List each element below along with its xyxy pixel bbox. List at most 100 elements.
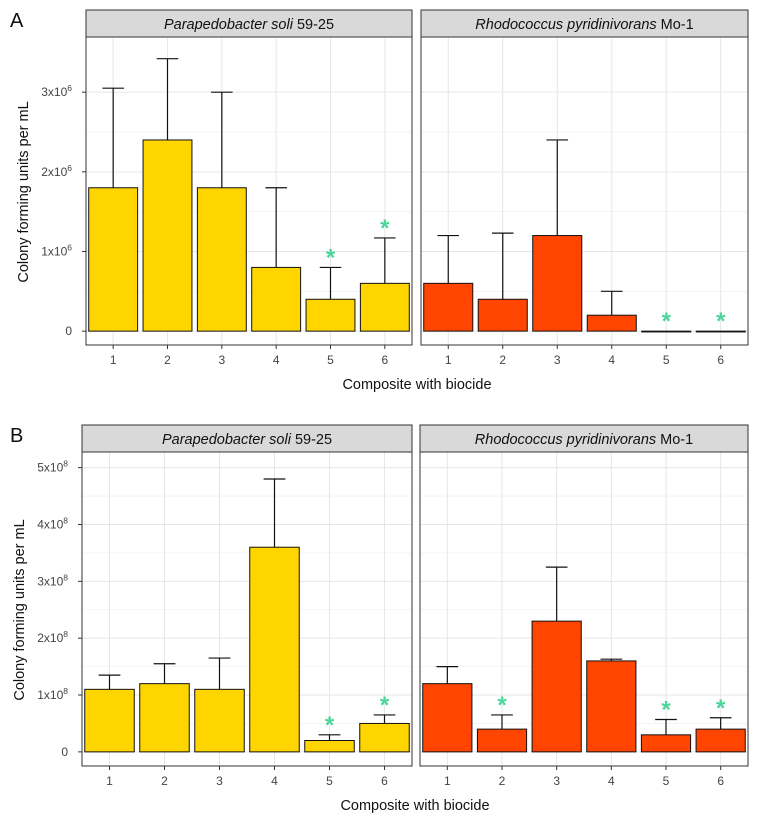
y-tick-label: 1x106	[41, 242, 72, 258]
bar-rhodococcus	[695, 728, 746, 753]
facet-strain: Mo-1	[661, 17, 694, 33]
x-tick-label: 1	[110, 353, 117, 367]
bar-parapedobacter	[305, 298, 356, 332]
y-tick-label: 3x108	[37, 572, 68, 588]
y-tick-base: 1x10	[41, 244, 67, 258]
significance-star: *	[716, 695, 726, 722]
y-tick-base: 0	[65, 324, 72, 338]
x-tick-label: 6	[381, 353, 388, 367]
facet-plot-area	[81, 451, 413, 767]
facet-plot-area	[420, 36, 749, 346]
facet-rhodococcus: Rhodococcus pyridinivorans Mo-1 1 * 2 3 4 * 5 * 6	[419, 424, 749, 788]
bar-parapedobacter	[88, 187, 139, 332]
facet-strip	[85, 9, 413, 38]
significance-star: *	[661, 696, 671, 723]
x-tick-label: 5	[327, 353, 334, 367]
bar-rhodococcus	[641, 330, 692, 333]
y-axis-title: Colony forming units per mL	[16, 101, 32, 282]
y-tick-base: 1x10	[37, 688, 63, 702]
facet-rhodococcus: Rhodococcus pyridinivorans Mo-1 1 2 3 4 * 5 * 6	[420, 9, 749, 367]
bar-rhodococcus	[477, 298, 528, 332]
y-tick-base: 2x10	[41, 165, 67, 179]
y-tick-label: 0	[61, 745, 68, 759]
significance-star: *	[716, 308, 726, 335]
facet-strain: 59-25	[297, 17, 334, 33]
bar-parapedobacter	[359, 722, 410, 753]
y-tick-label: 3x106	[41, 83, 72, 99]
significance-star: *	[662, 308, 672, 335]
significance-star: *	[325, 712, 335, 739]
x-tick-label: 2	[161, 774, 168, 788]
facet-parapedobacter: Parapedobacter soli 59-25 1 2 3 4 * 5 * 6	[85, 9, 413, 367]
chart-panel-A: A Colony forming units per mL Composite wi…	[10, 9, 749, 393]
significance-star: *	[380, 692, 390, 719]
facet-strip-label: Rhodococcus pyridinivorans Mo-1	[475, 17, 693, 33]
x-tick-label: 6	[717, 774, 724, 788]
bar-rhodococcus	[423, 282, 474, 332]
facet-strip-label: Parapedobacter soli 59-25	[162, 432, 332, 448]
x-tick-label: 4	[273, 353, 280, 367]
facet-strain: 59-25	[295, 432, 332, 448]
y-tick-exponent: 8	[63, 629, 68, 639]
bar-rhodococcus	[532, 235, 583, 332]
x-axis-title: Composite with biocide	[342, 377, 491, 393]
y-tick-base: 3x10	[37, 574, 63, 588]
facet-species: Rhodococcus pyridinivorans	[475, 432, 656, 448]
y-tick-base: 2x10	[37, 631, 63, 645]
panel-letter: A	[10, 10, 24, 32]
x-tick-label: 3	[553, 774, 560, 788]
y-tick-exponent: 8	[63, 572, 68, 582]
bar-rhodococcus	[476, 728, 528, 753]
facet-species: Parapedobacter soli	[164, 17, 294, 33]
bar-parapedobacter	[359, 282, 410, 332]
bar-parapedobacter	[304, 740, 355, 753]
x-tick-label: 5	[326, 774, 333, 788]
x-tick-label: 5	[663, 774, 670, 788]
x-tick-label: 4	[608, 774, 615, 788]
facet-strip	[81, 424, 413, 453]
y-tick-exponent: 6	[67, 163, 72, 173]
bar-rhodococcus	[531, 620, 582, 753]
bar-parapedobacter	[249, 546, 300, 753]
significance-star: *	[497, 692, 507, 719]
bar-rhodococcus	[586, 660, 637, 753]
x-tick-label: 5	[663, 353, 670, 367]
facet-strip-label: Parapedobacter soli 59-25	[164, 17, 334, 33]
y-tick-label: 5x108	[37, 459, 68, 475]
y-tick-label: 2x106	[41, 163, 72, 179]
y-tick-base: 4x10	[37, 517, 63, 531]
facet-strip	[420, 9, 749, 38]
facet-parapedobacter: Parapedobacter soli 59-25 1 2 3 4 * 5 * 6	[81, 424, 413, 788]
facet-border	[85, 36, 413, 346]
panel-letter: B	[10, 425, 23, 447]
y-tick-exponent: 6	[67, 83, 72, 93]
facet-border	[420, 36, 749, 346]
facet-strain: Mo-1	[660, 432, 693, 448]
y-tick-base: 5x10	[37, 461, 63, 475]
y-tick-base: 0	[61, 745, 68, 759]
y-tick-base: 3x10	[41, 85, 67, 99]
y-tick-label: 0	[65, 324, 72, 338]
x-tick-label: 6	[717, 353, 724, 367]
bar-parapedobacter	[194, 688, 245, 753]
bar-rhodococcus	[695, 330, 746, 333]
y-tick-label: 2x108	[37, 629, 68, 645]
facet-plot-area	[419, 451, 749, 767]
bar-parapedobacter	[84, 688, 135, 753]
bar-rhodococcus	[586, 314, 637, 332]
x-tick-label: 3	[554, 353, 561, 367]
facet-border	[81, 451, 413, 767]
bar-parapedobacter	[251, 266, 302, 332]
bar-rhodococcus	[640, 734, 692, 753]
y-tick-exponent: 8	[63, 459, 68, 469]
bar-rhodococcus	[422, 683, 473, 753]
facet-border	[419, 451, 749, 767]
x-tick-label: 1	[445, 353, 452, 367]
x-tick-label: 4	[608, 353, 615, 367]
facet-species: Parapedobacter soli	[162, 432, 292, 448]
x-tick-label: 6	[381, 774, 388, 788]
bar-parapedobacter	[139, 683, 190, 753]
significance-star: *	[380, 215, 390, 242]
bar-parapedobacter	[196, 187, 247, 332]
